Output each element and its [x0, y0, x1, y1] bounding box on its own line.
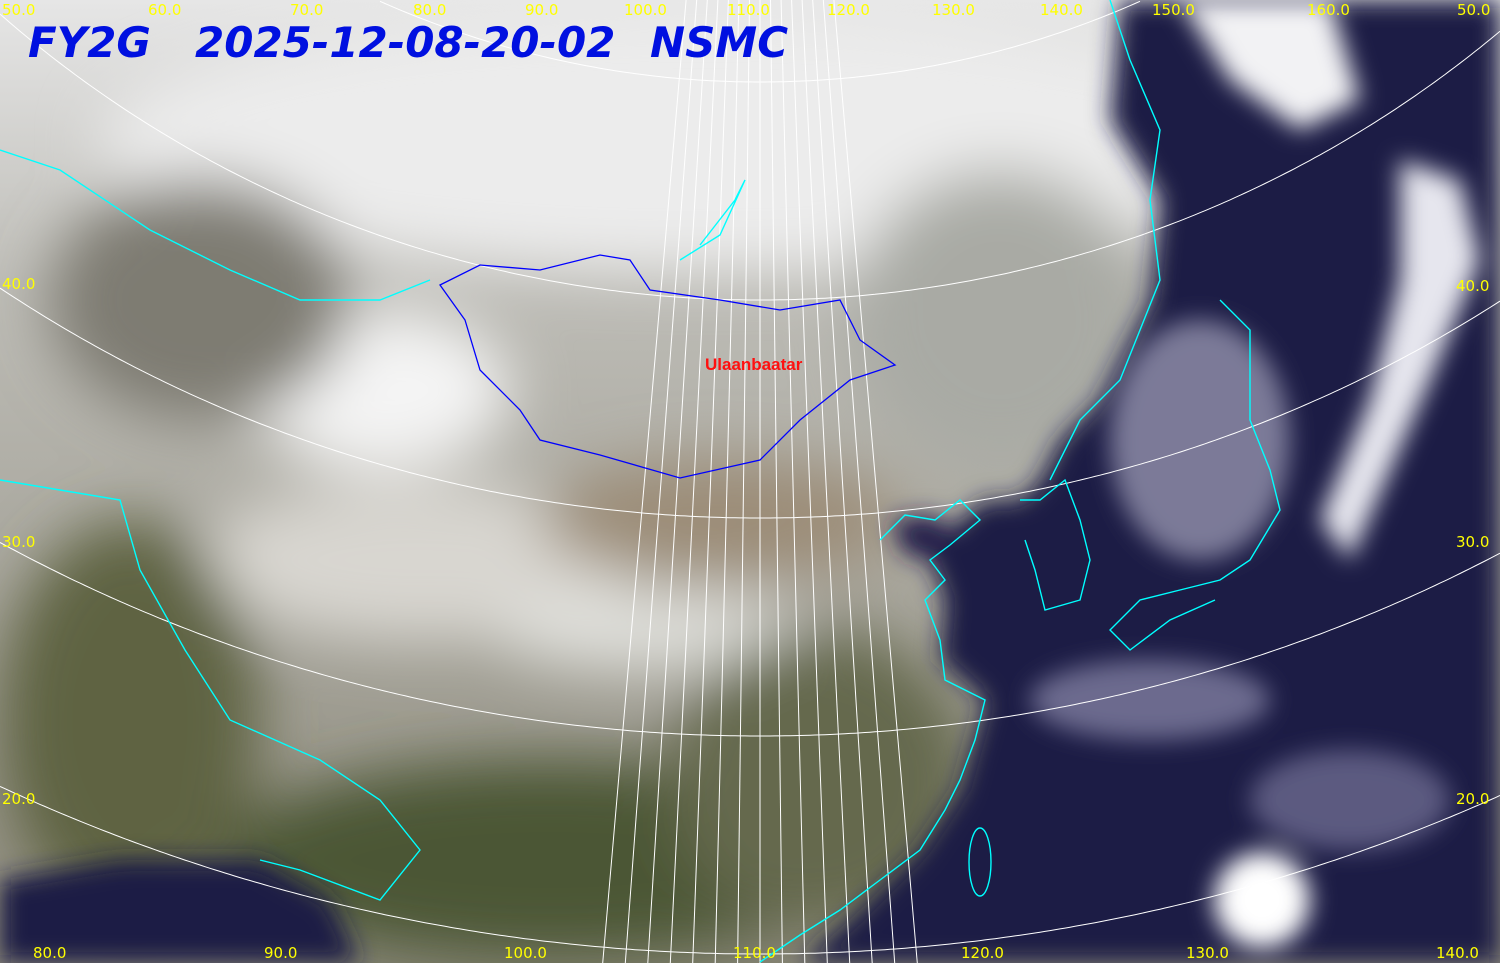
coastlines — [0, 0, 1281, 963]
lon-label: 150.0 — [1152, 1, 1195, 19]
coastline-korea — [1020, 478, 1091, 611]
longitude-line — [812, 0, 873, 963]
coastline-taiwan — [968, 827, 992, 897]
lat-label: 30.0 — [1456, 533, 1490, 551]
coastline-china — [759, 499, 986, 963]
lon-label: 130.0 — [1186, 944, 1229, 962]
latitude-line — [0, 13, 1500, 301]
lon-label: 100.0 — [624, 1, 667, 19]
longitude-line — [714, 0, 740, 963]
lon-label: 130.0 — [932, 1, 975, 19]
lon-label: 120.0 — [827, 1, 870, 19]
longitude-line — [692, 0, 729, 963]
latitude-line — [0, 785, 1500, 955]
lon-label: 90.0 — [264, 944, 298, 962]
lat-label: 20.0 — [1456, 790, 1490, 808]
latitude-line — [0, 287, 1500, 519]
lat-label: 40.0 — [1456, 277, 1490, 295]
lon-label: 110.0 — [727, 1, 770, 19]
longitude-line — [791, 0, 828, 963]
lon-label: 80.0 — [413, 1, 447, 19]
longitude-line — [780, 0, 806, 963]
border-central-asia — [0, 149, 431, 301]
longitude-line — [833, 0, 918, 963]
lon-label: 50.0 — [2, 1, 36, 19]
longitude-line — [737, 0, 750, 963]
lon-label: 160.0 — [1307, 1, 1350, 19]
lon-label: 110.0 — [733, 944, 776, 962]
city-label-ulaanbaatar: Ulaanbaatar — [705, 355, 803, 374]
lon-label: 140.0 — [1040, 1, 1083, 19]
lat-label: 40.0 — [2, 275, 36, 293]
lon-label: 60.0 — [148, 1, 182, 19]
longitude-line — [602, 0, 687, 963]
lat-label: 20.0 — [2, 790, 36, 808]
longitude-line — [669, 0, 719, 963]
timestamp: 2025-12-08-20-02 — [195, 18, 616, 67]
coastline-japan — [1109, 299, 1281, 651]
border-india — [0, 479, 421, 901]
lake-baikal — [679, 179, 746, 261]
longitude-line — [770, 0, 783, 963]
lon-label: 120.0 — [961, 944, 1004, 962]
lon-label: 80.0 — [33, 944, 67, 962]
longitude-line — [822, 0, 896, 963]
agency: NSMC — [650, 18, 789, 67]
lon-label: 90.0 — [525, 1, 559, 19]
longitude-line — [801, 0, 851, 963]
lat-label: 50.0 — [1457, 1, 1491, 19]
lat-label: 30.0 — [2, 533, 36, 551]
longitude-line — [647, 0, 708, 963]
lon-label: 140.0 — [1436, 944, 1479, 962]
satellite-name: FY2G — [28, 18, 151, 67]
coastline-russia — [1049, 0, 1161, 481]
latitude-line — [0, 542, 1500, 737]
lon-label: 100.0 — [504, 944, 547, 962]
lon-label: 70.0 — [290, 1, 324, 19]
mongolia-border — [439, 254, 897, 479]
longitude-line — [624, 0, 698, 963]
